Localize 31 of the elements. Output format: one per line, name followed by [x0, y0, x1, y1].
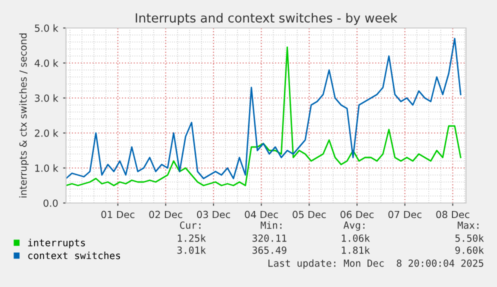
- y-tick-label: 3.0 k: [34, 94, 58, 102]
- y-tick-label: 2.0 k: [34, 129, 58, 137]
- text: 365.49: [252, 246, 286, 254]
- y-axis-title: interrupts & ctx switches / second: [19, 34, 29, 198]
- legend-label: interrupts: [28, 238, 85, 248]
- text: 1.06k: [342, 234, 370, 242]
- y-tick-label: 4.0 k: [34, 59, 58, 67]
- x-tick-label: 02 Dec: [149, 210, 182, 218]
- legend-label: context switches: [28, 252, 120, 260]
- chart-title: Interrupts and context switches - by week: [136, 12, 398, 26]
- text: 320.11: [252, 234, 286, 242]
- text: 5.50k: [455, 234, 484, 242]
- x-tick-label: 08 Dec: [436, 210, 470, 218]
- text: 3.01k: [177, 246, 206, 254]
- x-tick-label: 05 Dec: [292, 210, 326, 218]
- text: Last update: Mon Dec 8 20:00:04 2025: [268, 259, 484, 269]
- x-tick-label: 04 Dec: [244, 210, 278, 218]
- x-tick-label: 06 Dec: [340, 210, 374, 218]
- text: 1.81k: [342, 246, 370, 254]
- x-tick-label: 07 Dec: [388, 210, 422, 218]
- x-tick-label: 03 Dec: [197, 210, 230, 218]
- text: 1.25k: [178, 234, 206, 242]
- y-tick-label: 0.0: [44, 199, 58, 207]
- x-tick-label: 01 Dec: [101, 210, 134, 218]
- text: Avg:: [344, 222, 364, 231]
- y-tick-label: 1.0 k: [35, 164, 58, 172]
- text: Cur:: [180, 221, 200, 229]
- text: 9.60k: [455, 246, 484, 254]
- text: Min:: [260, 221, 282, 229]
- text: Max:: [458, 222, 478, 229]
- y-tick-label: 5.0 k: [34, 24, 58, 32]
